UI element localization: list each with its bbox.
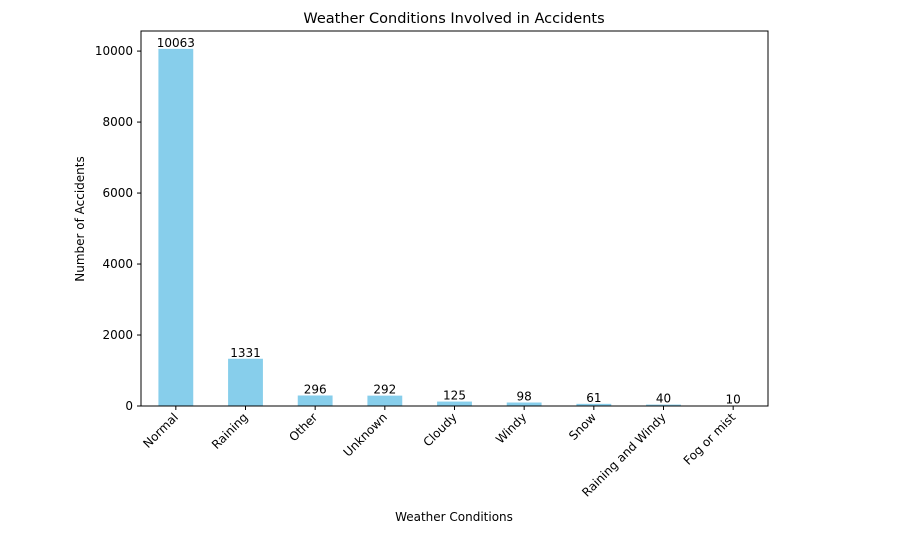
data-label-unknown: 292 [373,383,396,397]
x-tick-label-unknown: Unknown [341,410,390,459]
x-tick-label-cloudy: Cloudy [420,410,459,449]
y-tick-label: 6000 [102,186,133,200]
y-tick-label: 10000 [95,44,133,58]
bar-normal [158,48,194,406]
x-tick-label-other: Other [286,410,320,444]
bar-raining-and-windy [646,404,681,406]
bar-snow [576,403,612,406]
bar-windy [506,402,542,406]
x-tick-label-normal: Normal [140,410,181,451]
bar-other [297,395,333,406]
x-axis-title: Weather Conditions [395,510,513,524]
data-label-fog-or-mist: 10 [726,393,741,407]
data-label-normal: 10063 [157,36,195,50]
bars-layer [158,48,751,407]
bar-raining [228,358,263,406]
data-label-cloudy: 125 [443,389,466,403]
data-label-other: 296 [304,382,327,396]
data-labels-layer: 10063 1331 296 292 125 98 61 40 10 [157,36,741,407]
data-label-windy: 98 [517,390,532,404]
data-label-raining: 1331 [230,346,261,360]
chart-title: Weather Conditions Involved in Accidents [303,11,604,27]
x-tick-label-raining: Raining [209,410,251,452]
y-tick-label: 4000 [102,257,133,271]
data-label-snow: 61 [586,391,601,405]
x-tick-label-snow: Snow [566,410,599,443]
y-tick-label: 2000 [102,328,133,342]
data-label-raining-and-windy: 40 [656,392,671,406]
y-tick-label: 0 [125,399,133,413]
y-axis-title: Number of Accidents [73,156,87,282]
y-tick-label: 8000 [102,115,133,129]
x-tick-label-fog-or-mist: Fog or mist [681,410,739,468]
y-axis: 0 2000 4000 6000 8000 10000 [95,44,141,413]
bar-unknown [367,395,403,406]
x-tick-label-windy: Windy [493,410,529,446]
x-axis: Normal Raining Other Unknown Cloudy Windy Snow… [140,406,738,500]
bar-cloudy [437,401,472,406]
